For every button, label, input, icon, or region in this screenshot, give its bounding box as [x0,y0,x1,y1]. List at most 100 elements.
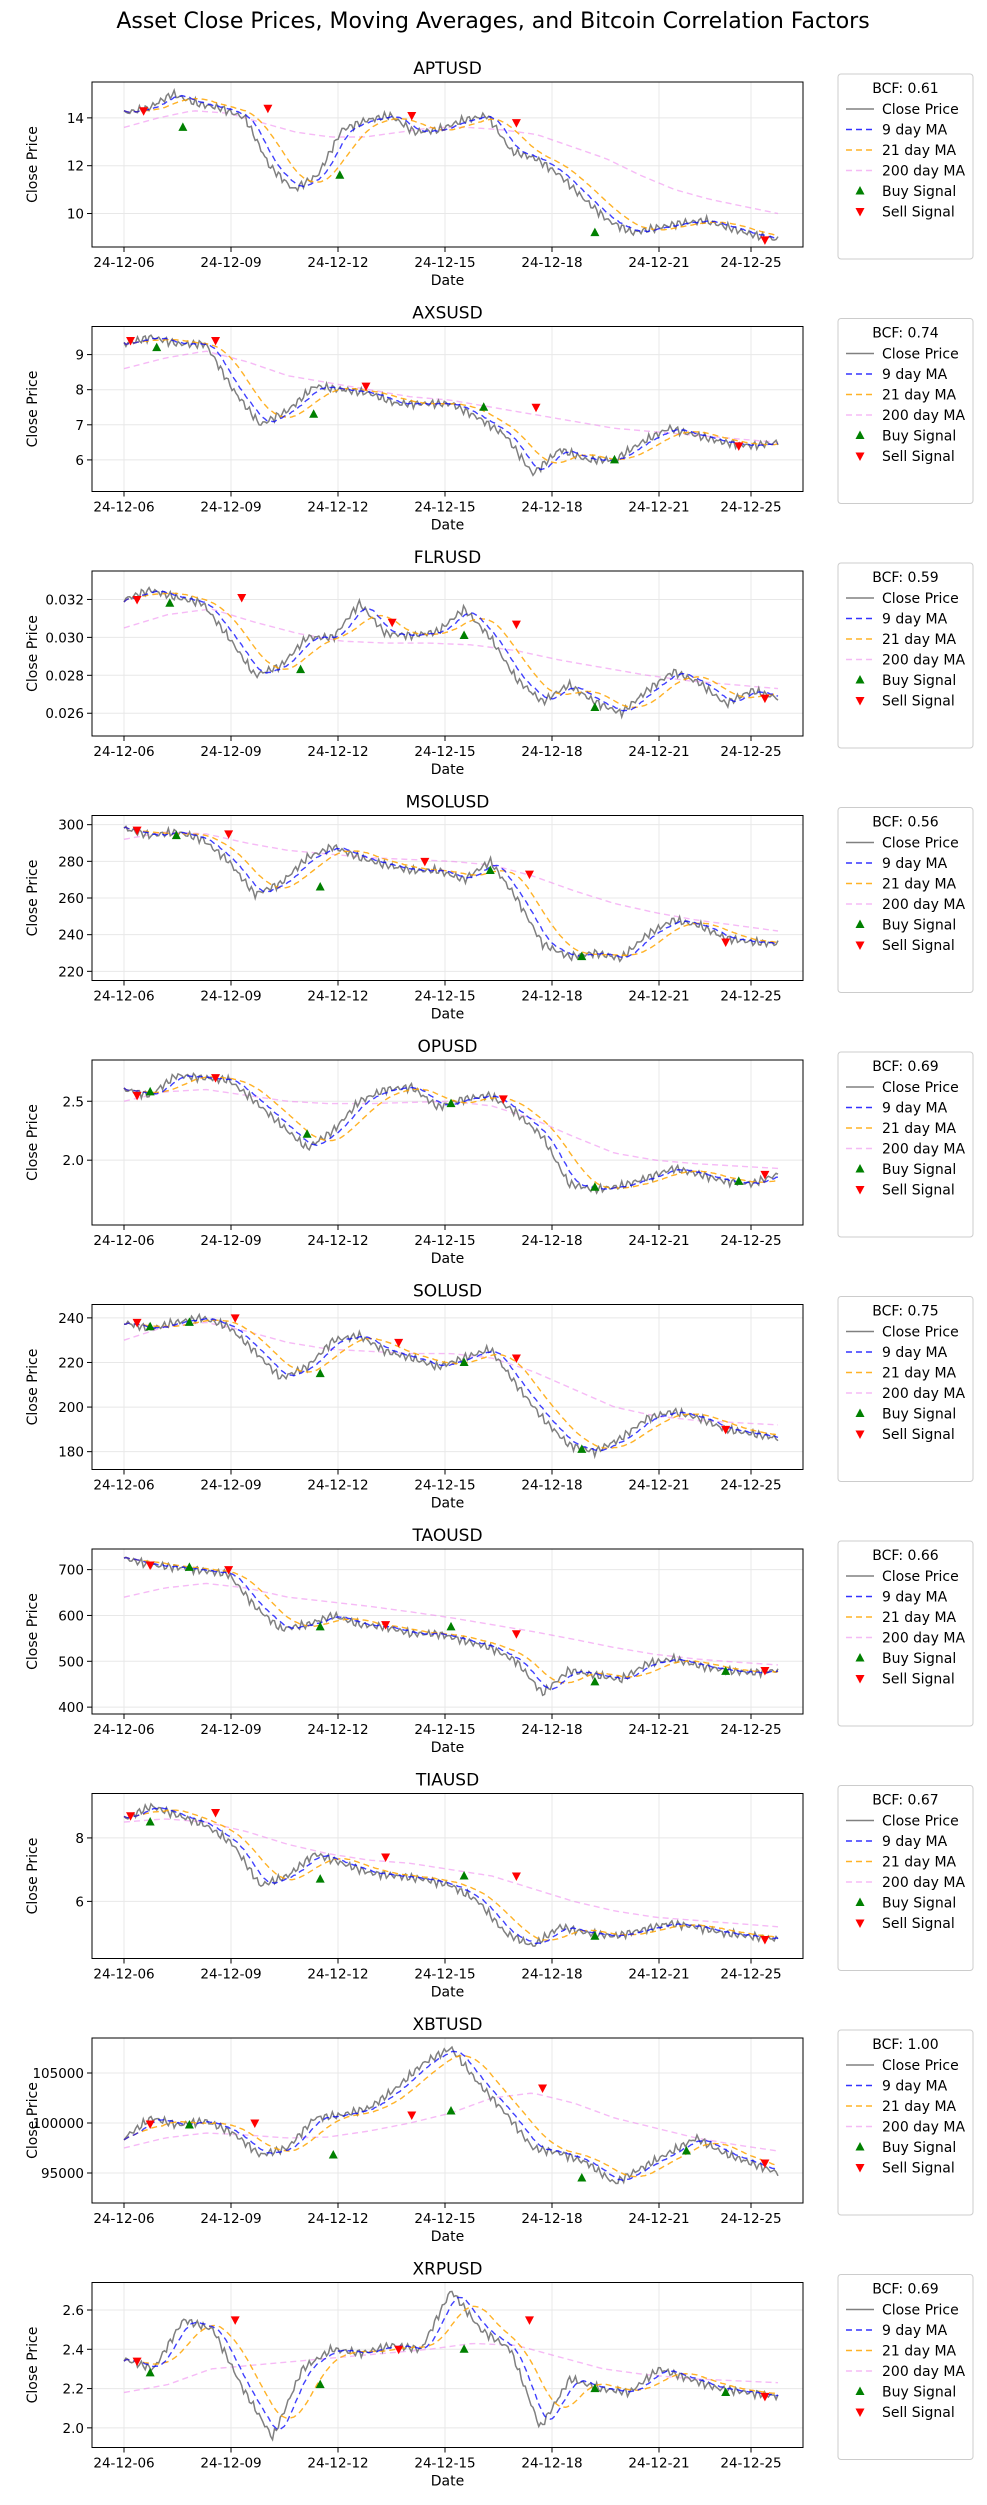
sell-signal-marker [132,1318,142,1328]
buy-signal-marker [309,409,319,418]
panel-msolusd: MSOLUSD 24-12-06 24-12-09 24-12-12 24-12-15 2… [25,793,974,1023]
y-axis-label: Close Price [25,371,41,448]
x-tick-label: 24-12-18 [521,1722,582,1738]
x-axis-label: Date [431,762,464,778]
x-tick-label: 24-12-25 [720,2456,781,2472]
buy-signal-marker [734,1176,744,1185]
panel-title: FLRUSD [414,548,481,568]
x-tick-label: 24-12-12 [307,989,368,1005]
x-axis-label: Date [431,1007,464,1023]
buy-signal-marker [590,1182,600,1191]
x-axis-label: Date [431,518,464,534]
ma21-line [123,2055,779,2178]
x-tick-label: 24-12-25 [720,500,781,516]
legend-entry-label: Close Price [882,1814,959,1830]
sell-signal-marker [145,1561,155,1571]
x-tick-label: 24-12-06 [93,1478,154,1494]
y-tick-label: 8 [75,383,84,399]
x-tick-label: 24-12-15 [414,500,475,516]
x-tick-label: 24-12-25 [720,989,781,1005]
panel-title: TAOUSD [411,1526,482,1546]
legend-entry-label: 200 day MA [882,164,965,180]
axes-frame [91,81,804,248]
buy-signal-marker [315,882,325,891]
y-axis-label: Close Price [25,2327,41,2404]
y-tick-label: 14 [67,111,84,127]
x-tick-label: 24-12-25 [720,744,781,760]
y-tick-label: 6 [75,453,84,469]
legend-entry-label: Buy Signal [882,184,956,200]
panel-xbtusd: XBTUSD 24-12-06 24-12-09 24-12-12 24-12-15 24… [25,2015,974,2245]
legend-entry-label: 200 day MA [882,653,965,669]
legend-entry-label: 9 day MA [882,1590,948,1606]
sell-signal-marker [760,694,770,704]
buy-signal-marker [315,1621,325,1631]
x-tick-label: 24-12-21 [628,500,689,516]
legend-swatch-buy [855,1408,865,1417]
sell-signal-marker [511,1630,521,1639]
panel-title: SOLUSD [413,1282,482,1302]
ma9-line [123,1556,779,1690]
ma200-line [123,1582,779,1666]
legend-entry-label: 200 day MA [882,1142,965,1158]
x-tick-label: 24-12-18 [521,989,582,1005]
legend-entry-label: Sell Signal [882,1427,955,1443]
buy-signal-marker [165,598,175,607]
legend: BCF: 0.69 Close Price 9 day MA 21 day MA 200… [837,1051,974,1238]
legend-title-bcf: BCF: 0.69 [872,2282,938,2298]
legend-entry-label: Close Price [882,1080,959,1096]
legend-entry-label: 200 day MA [882,2120,965,2136]
x-tick-label: 24-12-12 [307,2456,368,2472]
ma9-line [123,1075,779,1190]
y-tick-label: 2.0 [63,2421,84,2437]
sell-signal-marker [224,830,234,839]
x-tick-label: 24-12-06 [93,500,154,516]
x-tick-label: 24-12-21 [628,744,689,760]
buy-signal-marker [152,342,162,352]
sell-signal-marker [531,403,541,413]
ma9-line [123,590,779,712]
panel-taousd: TAOUSD 24-12-06 24-12-09 24-12-12 24-12-15 24… [25,1526,974,1756]
panel-title: XRPUSD [412,2260,482,2280]
y-tick-label: 400 [58,1700,84,1716]
y-tick-label: 600 [58,1608,84,1624]
y-tick-label: 280 [58,854,84,870]
ma21-line [123,338,779,464]
x-tick-label: 24-12-25 [720,2211,781,2227]
legend-entry-label: Sell Signal [882,694,955,710]
x-tick-label: 24-12-21 [628,1967,689,1983]
sell-signal-marker [760,2159,770,2168]
legend: BCF: 0.74 Close Price 9 day MA 21 day MA 200… [837,318,974,504]
legend: BCF: 0.67 Close Price 9 day MA 21 day MA 200… [837,1785,974,1971]
legend-entry-label: 200 day MA [882,1386,965,1402]
sell-signal-marker [538,2084,548,2093]
buy-signal-marker [577,2173,587,2182]
legend-entry-label: 21 day MA [882,877,957,893]
legend-entry-label: 200 day MA [882,897,965,913]
ma200-line [123,831,779,932]
buy-signal-marker [145,2367,155,2377]
sell-signal-marker [721,1425,731,1435]
y-axis-label: Close Price [25,1104,41,1181]
legend-entry-label: Sell Signal [882,1916,955,1932]
y-tick-label: 240 [58,1311,84,1327]
buy-signal-marker [184,1562,194,1571]
ma9-line [123,826,779,958]
buy-signal-marker [446,1621,456,1631]
x-tick-label: 24-12-25 [720,255,781,271]
ma21-line [123,1809,779,1941]
legend-entry-label: 9 day MA [882,367,948,383]
sell-signal-marker [524,870,534,880]
y-tick-label: 100000 [32,2116,84,2132]
ma200-line [123,350,779,444]
buy-signal-marker [590,2383,600,2393]
sell-signal-marker [760,1170,770,1180]
sell-signal-marker [381,1853,391,1862]
x-tick-label: 24-12-18 [521,1478,582,1494]
legend-title-bcf: BCF: 1.00 [872,2037,938,2053]
x-tick-label: 24-12-12 [307,1967,368,1983]
x-tick-label: 24-12-12 [307,1478,368,1494]
legend-entry-label: Buy Signal [882,2385,956,2401]
y-axis-label: Close Price [25,615,41,692]
